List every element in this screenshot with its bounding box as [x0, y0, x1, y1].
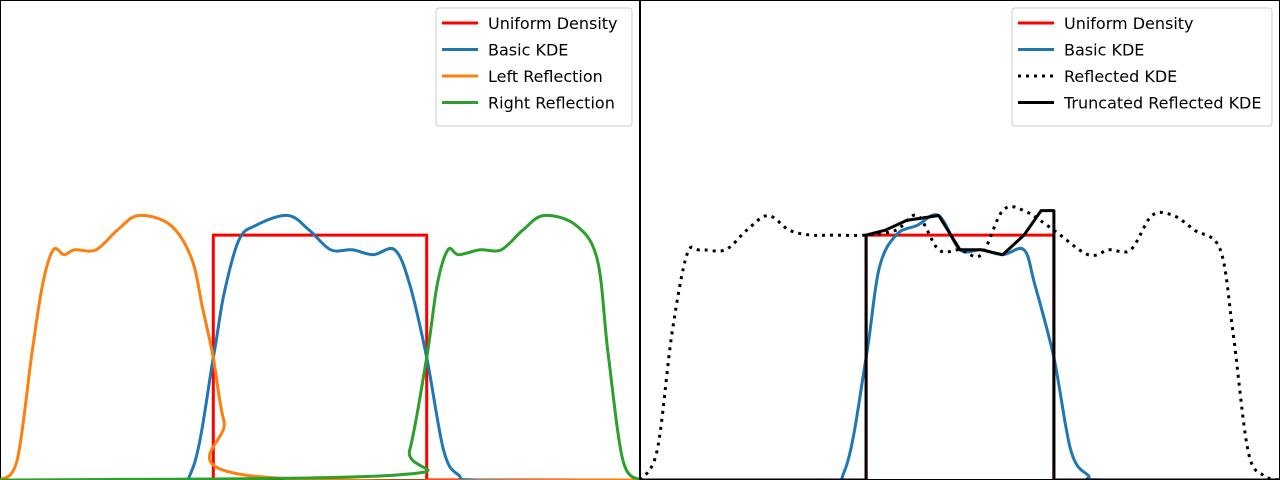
legend-label: Basic KDE — [488, 41, 568, 60]
series-line-basic-kde — [640, 213, 1280, 480]
legend-box — [1011, 7, 1273, 127]
legend-label: Truncated Reflected KDE — [1063, 94, 1261, 113]
right-panel: Uniform Density Basic KDE Reflected KDE Tru… — [638, 0, 1280, 480]
legend-label: Uniform Density — [1064, 14, 1194, 33]
series-line-truncated-reflected-kde — [640, 209, 1280, 480]
series-line-uniform-density — [0, 233, 640, 480]
series-line-reflected-kde — [638, 205, 1280, 480]
legend-label: Basic KDE — [1064, 41, 1144, 60]
legend-box — [435, 7, 633, 127]
left-panel: Uniform Density Basic KDE Left Reflection R… — [0, 0, 642, 480]
series-line-right-reflection — [0, 213, 642, 480]
legend-label: Left Reflection — [488, 67, 603, 86]
series-line-basic-kde — [0, 213, 640, 480]
series-line-left-reflection — [0, 213, 641, 480]
legend-label: Right Reflection — [488, 94, 615, 113]
legend-label: Reflected KDE — [1064, 67, 1177, 86]
legend-label: Uniform Density — [488, 14, 618, 33]
series-line-uniform-density — [640, 233, 1280, 480]
